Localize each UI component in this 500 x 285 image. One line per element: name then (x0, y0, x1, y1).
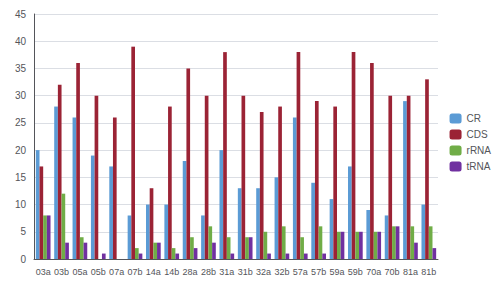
svg-text:57a: 57a (293, 267, 308, 277)
svg-text:45: 45 (15, 9, 27, 20)
svg-text:28a: 28a (183, 267, 198, 277)
svg-text:0: 0 (20, 254, 26, 265)
svg-text:32a: 32a (256, 267, 271, 277)
svg-text:57b: 57b (311, 267, 326, 277)
svg-text:25: 25 (15, 117, 27, 128)
svg-text:70a: 70a (366, 267, 381, 277)
svg-text:rRNA: rRNA (467, 145, 492, 156)
svg-text:15: 15 (15, 172, 27, 183)
svg-text:81a: 81a (403, 267, 418, 277)
svg-text:CDS: CDS (467, 129, 488, 140)
svg-text:03b: 03b (54, 267, 69, 277)
svg-text:CR: CR (467, 113, 481, 124)
svg-text:59a: 59a (329, 267, 344, 277)
svg-text:30: 30 (15, 90, 27, 101)
svg-text:05b: 05b (91, 267, 106, 277)
svg-text:05a: 05a (72, 267, 87, 277)
svg-text:10: 10 (15, 199, 27, 210)
svg-text:31b: 31b (238, 267, 253, 277)
svg-text:31a: 31a (219, 267, 234, 277)
svg-text:35: 35 (15, 63, 27, 74)
svg-text:03a: 03a (36, 267, 51, 277)
svg-text:40: 40 (15, 36, 27, 47)
svg-text:20: 20 (15, 145, 27, 156)
svg-text:14b: 14b (164, 267, 179, 277)
svg-text:14a: 14a (146, 267, 161, 277)
svg-text:07b: 07b (127, 267, 142, 277)
svg-text:28b: 28b (201, 267, 216, 277)
svg-text:70b: 70b (385, 267, 400, 277)
svg-text:5: 5 (20, 226, 26, 237)
svg-text:tRNA: tRNA (467, 161, 491, 172)
svg-text:32b: 32b (274, 267, 289, 277)
svg-text:07a: 07a (109, 267, 124, 277)
svg-text:59b: 59b (348, 267, 363, 277)
svg-text:81b: 81b (421, 267, 436, 277)
